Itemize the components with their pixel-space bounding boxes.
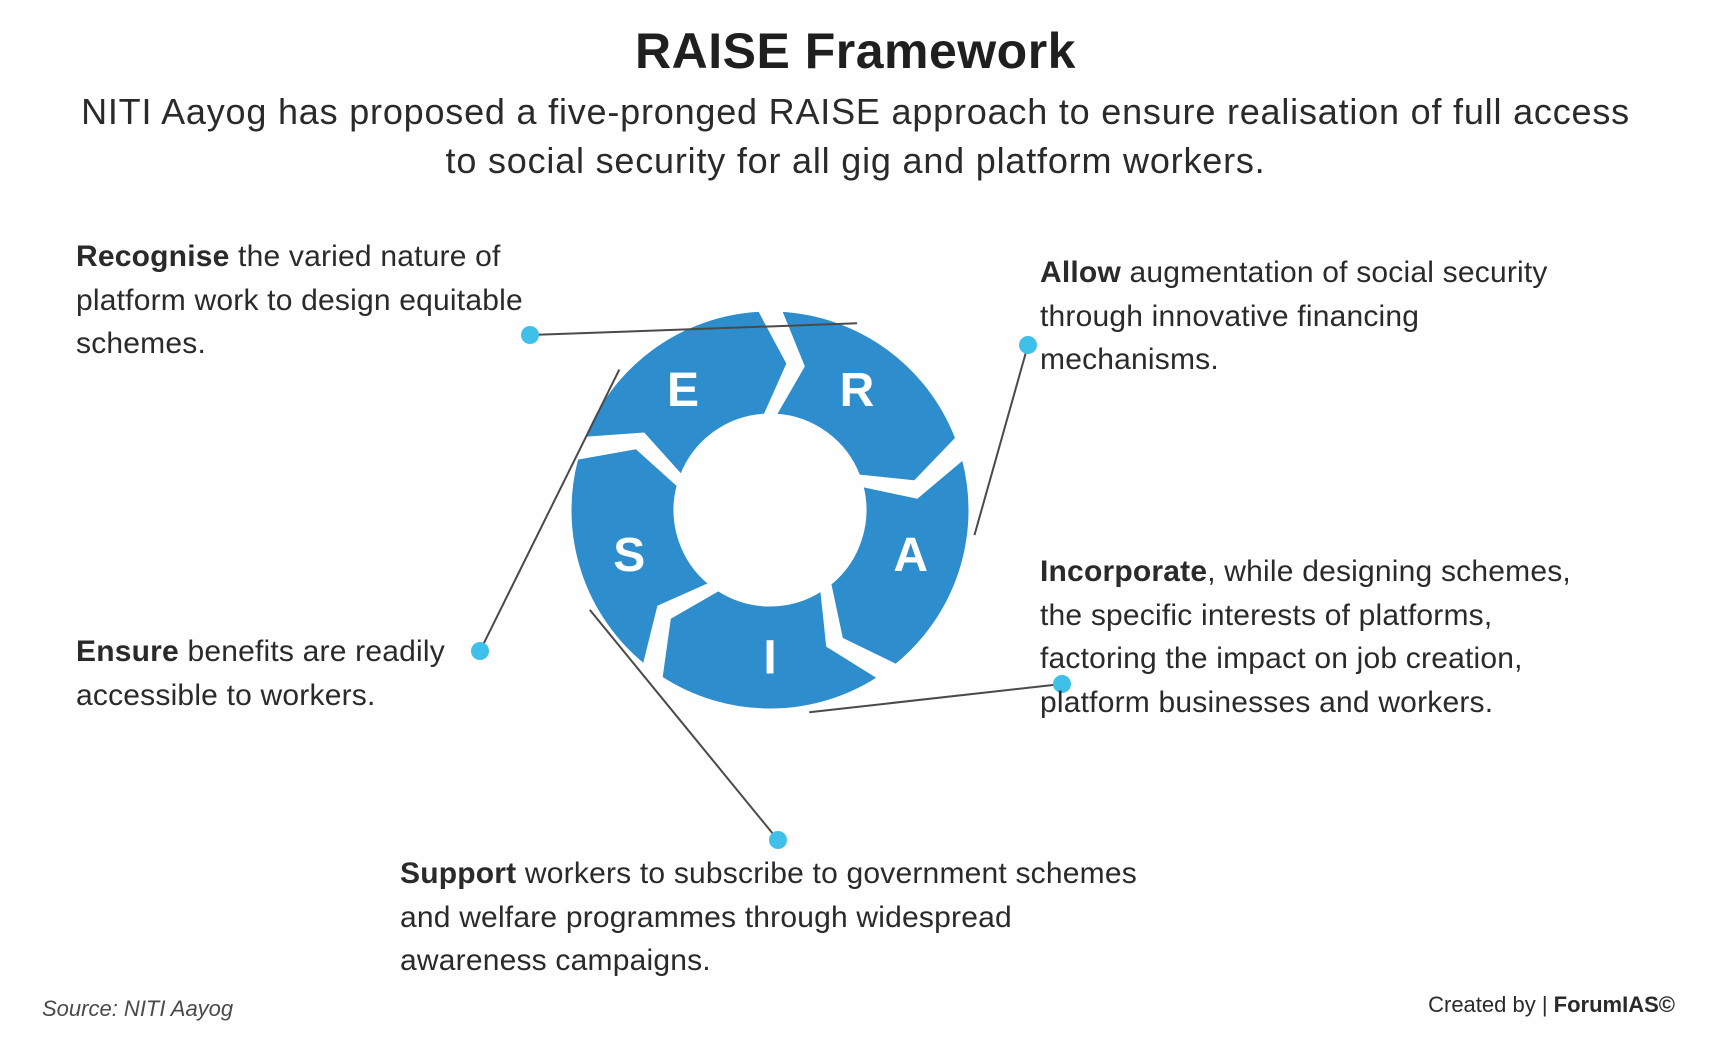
leader-dot-s [769,831,787,849]
callout-i: Incorporate, while designing schemes, th… [1040,550,1600,724]
callout-r: Recognise the varied nature of platform … [76,235,576,366]
wheel-letter-a: A [893,529,928,582]
callout-a: Allow augmentation of social security th… [1040,251,1560,382]
callout-s: Support workers to subscribe to governme… [400,852,1140,983]
callout-a-keyword: Allow [1040,256,1121,289]
callout-i-keyword: Incorporate [1040,555,1207,588]
credit-label: Created by | ForumIAS© [1428,992,1675,1018]
credit-prefix: Created by | [1428,992,1554,1017]
infographic-page: RAISE Framework NITI Aayog has proposed … [0,0,1711,1054]
wheel-letter-i: I [763,632,776,685]
wheel-letter-s: S [613,529,645,582]
leader-line-a [974,345,1028,535]
credit-brand: ForumIAS© [1554,992,1675,1017]
callout-e-keyword: Ensure [76,635,179,668]
callout-r-keyword: Recognise [76,240,230,273]
wheel-letter-e: E [667,364,699,417]
leader-dot-a [1019,336,1037,354]
callout-s-keyword: Support [400,857,516,890]
wheel-letter-r: R [840,364,875,417]
callout-e: Ensure benefits are readily accessible t… [76,630,546,717]
source-label: Source: NITI Aayog [42,996,233,1022]
